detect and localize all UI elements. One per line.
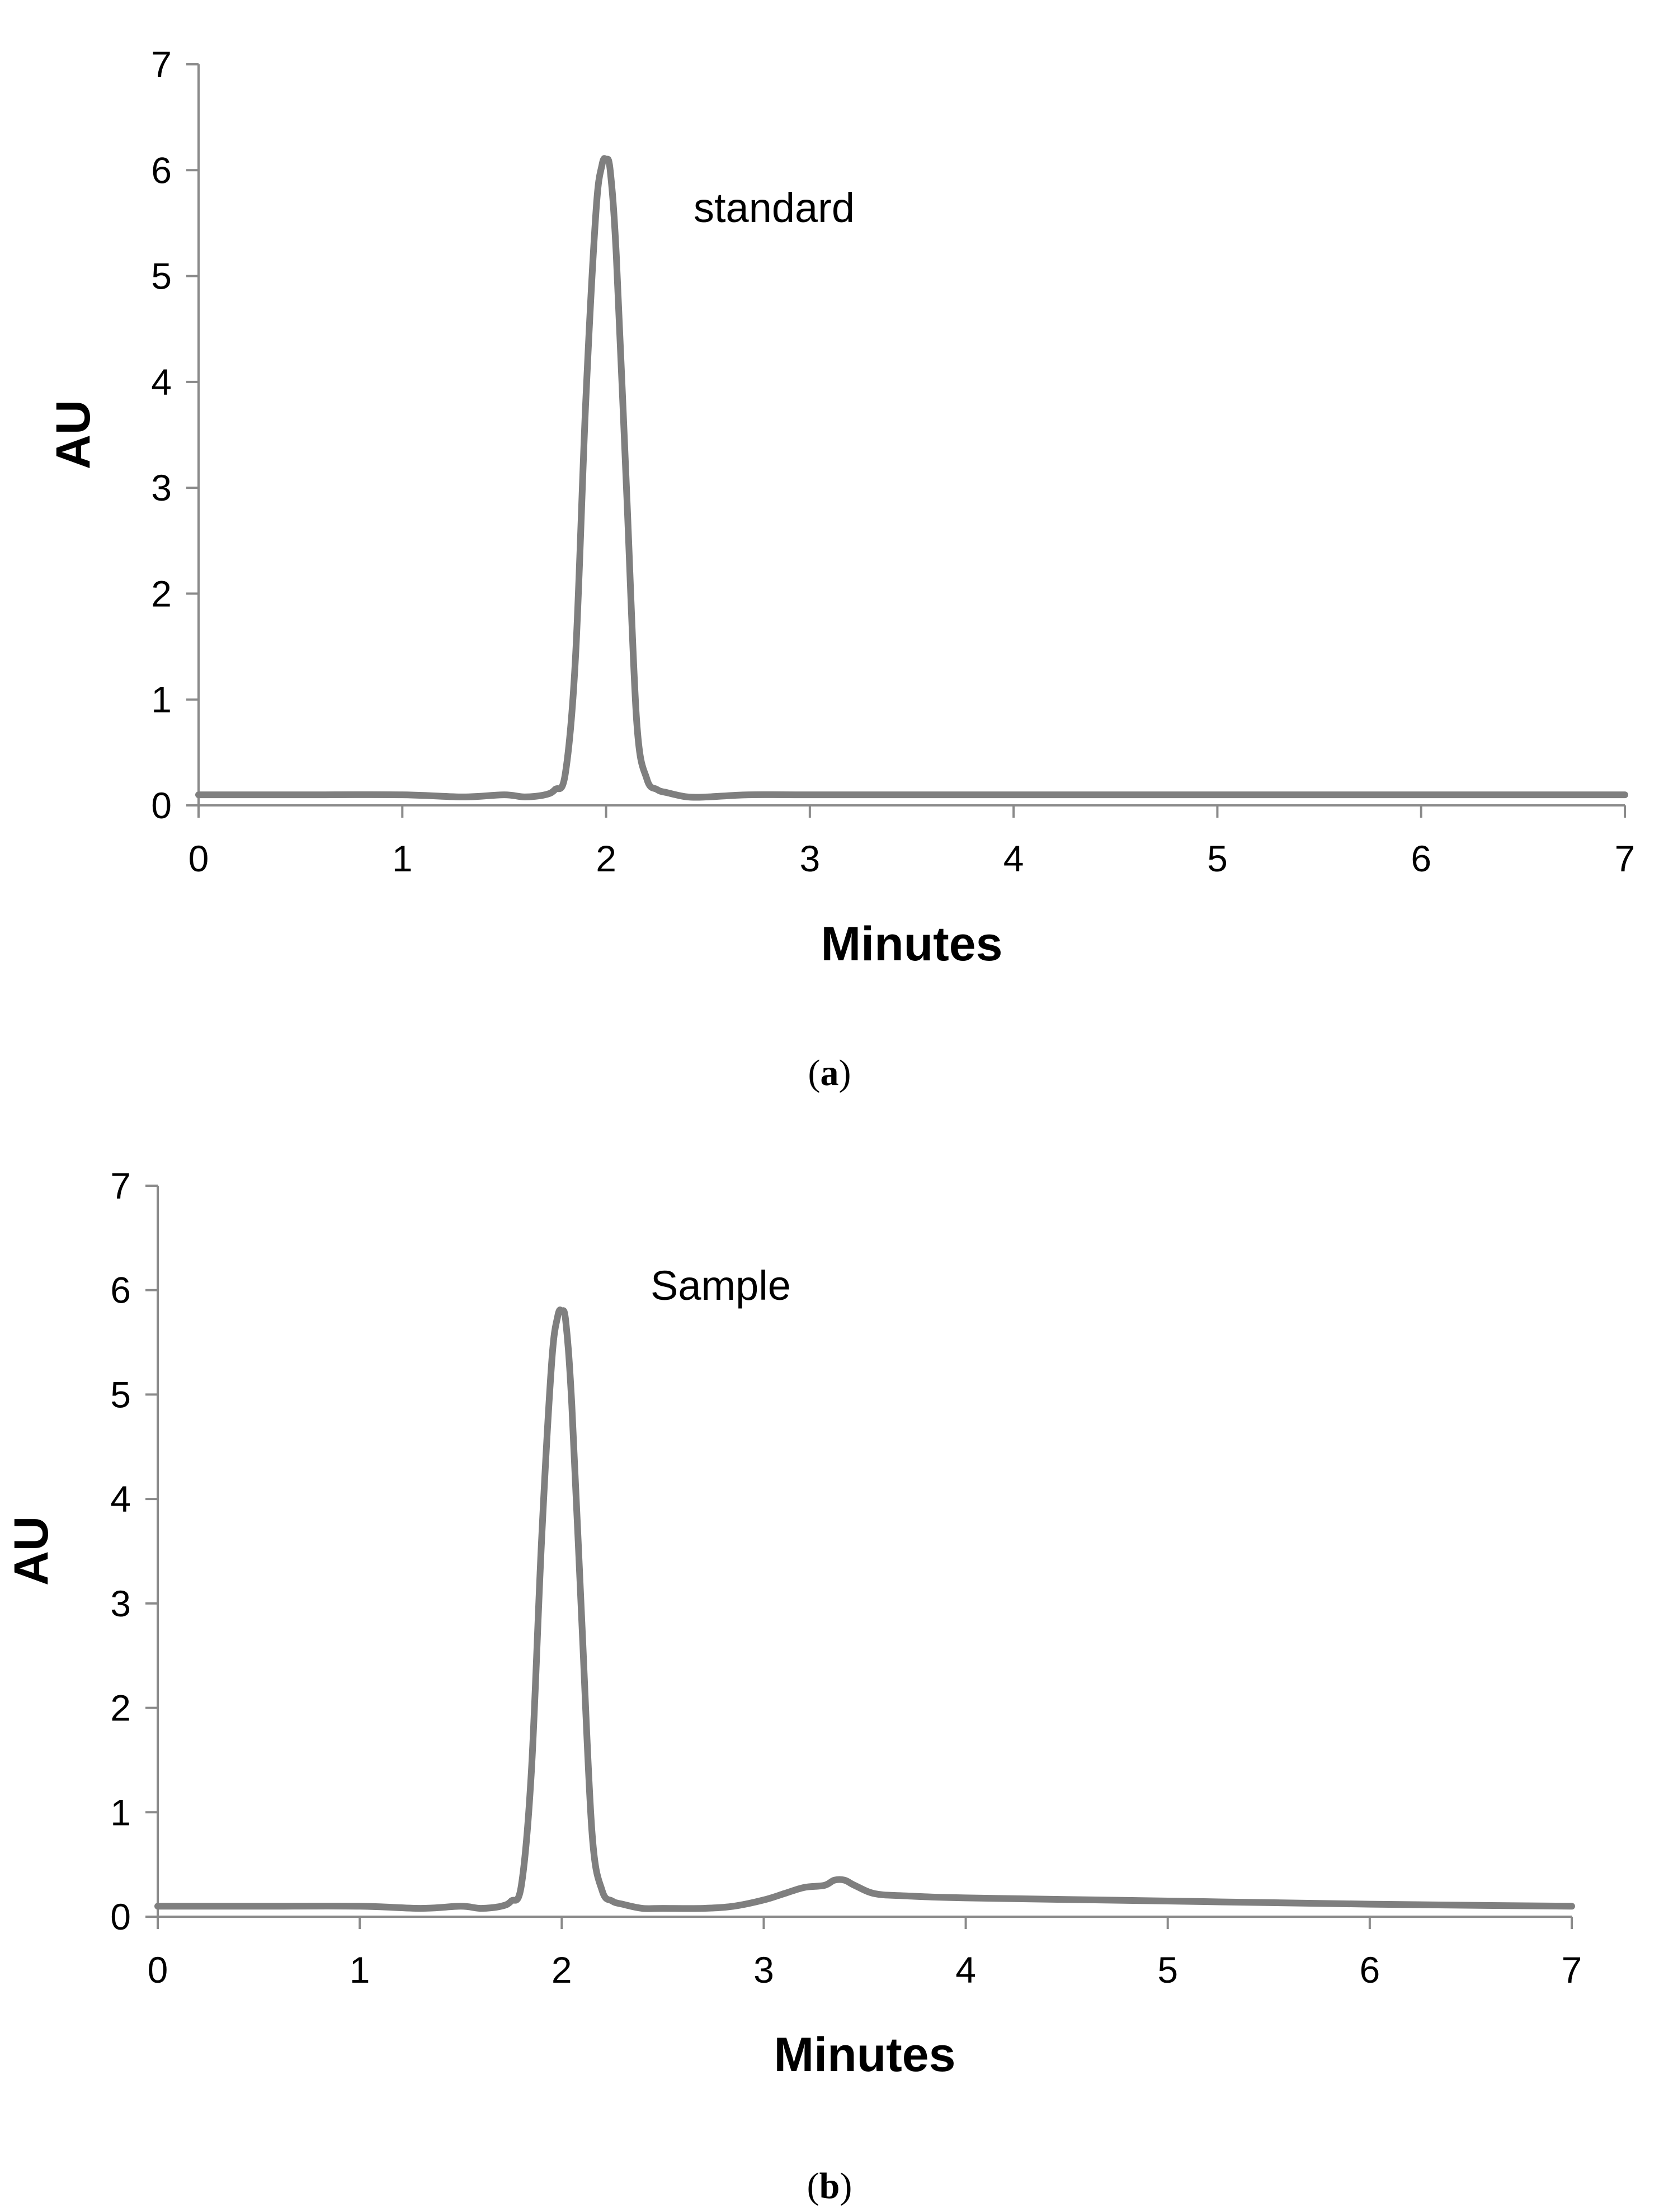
series-line-sample — [154, 1307, 1575, 1912]
annotation-standard: standard — [694, 185, 855, 231]
panel-label-b: (b) — [807, 2166, 852, 2206]
annotation-sample: Sample — [651, 1262, 791, 1309]
y-tick-label-b: 4 — [110, 1478, 131, 1520]
y-tick-label-b: 2 — [110, 1687, 131, 1729]
x-tick-label-a: 2 — [596, 838, 616, 879]
x-tick-label-b: 6 — [1359, 1949, 1380, 1991]
y-tick-label-b: 7 — [110, 1165, 131, 1206]
y-axis-title-a: AU — [46, 400, 100, 469]
x-tick-label-a: 7 — [1615, 838, 1636, 879]
series-group-b — [154, 1307, 1575, 1912]
y-ticks-b: 0 1 2 3 4 5 6 7 — [110, 1165, 158, 1937]
x-tick-label-a: 3 — [799, 838, 820, 879]
x-tick-label-b: 0 — [148, 1949, 168, 1991]
y-tick-label-b: 6 — [110, 1270, 131, 1311]
chart-panel-b: 0 1 2 3 4 5 6 7 0 1 2 3 4 5 6 7 AU Minutes Sample (b) — [4, 1165, 1582, 2206]
series-group-a — [195, 155, 1628, 801]
y-tick-label-a: 2 — [151, 573, 172, 614]
x-axis-title-b: Minutes — [774, 2028, 956, 2082]
x-tick-label-a: 4 — [1003, 838, 1024, 879]
x-tick-label-a: 6 — [1411, 838, 1431, 879]
x-tick-label-b: 5 — [1157, 1949, 1178, 1991]
y-axis-a: 0 1 2 3 4 5 6 7 — [151, 44, 200, 826]
x-tick-label-b: 1 — [350, 1949, 370, 1991]
panel-label-b-letter: b — [819, 2166, 840, 2206]
y-tick-label-b: 5 — [110, 1374, 131, 1415]
x-axis-b: 0 1 2 3 4 5 6 7 — [148, 1916, 1582, 1991]
x-ticks-b: 0 1 2 3 4 5 6 7 — [148, 1917, 1582, 1991]
series-line-standard — [195, 155, 1628, 801]
x-ticks-a: 0 1 2 3 4 5 6 7 — [188, 805, 1636, 879]
y-tick-label-a: 6 — [151, 149, 172, 191]
y-axis-title-b: AU — [4, 1516, 58, 1586]
x-tick-label-a: 5 — [1207, 838, 1228, 879]
panel-label-a-letter: a — [821, 1053, 839, 1093]
chart-panel-a: 0 1 2 3 4 5 6 7 0 1 2 3 4 5 6 7 AU Minutes standard (a… — [46, 44, 1635, 1093]
x-tick-label-b: 4 — [955, 1949, 976, 1991]
y-tick-label-a: 3 — [151, 467, 172, 508]
x-axis-title-a: Minutes — [821, 917, 1003, 971]
y-tick-label-b: 3 — [110, 1583, 131, 1624]
y-tick-label-a: 0 — [151, 785, 172, 826]
x-tick-label-b: 3 — [753, 1949, 774, 1991]
y-tick-label-b: 0 — [110, 1896, 131, 1937]
x-tick-label-a: 0 — [188, 838, 209, 879]
x-tick-label-b: 7 — [1562, 1949, 1582, 1991]
x-tick-label-b: 2 — [552, 1949, 572, 1991]
y-tick-label-a: 5 — [151, 256, 172, 297]
y-ticks-a: 0 1 2 3 4 5 6 7 — [151, 44, 199, 826]
panel-label-a: (a) — [808, 1053, 851, 1093]
y-tick-label-a: 4 — [151, 361, 172, 403]
x-tick-label-a: 1 — [392, 838, 413, 879]
y-tick-label-b: 1 — [110, 1791, 131, 1833]
x-axis-a: 0 1 2 3 4 5 6 7 — [188, 804, 1636, 879]
y-axis-b: 0 1 2 3 4 5 6 7 — [110, 1165, 159, 1937]
y-tick-label-a: 7 — [151, 44, 172, 85]
y-tick-label-a: 1 — [151, 679, 172, 720]
